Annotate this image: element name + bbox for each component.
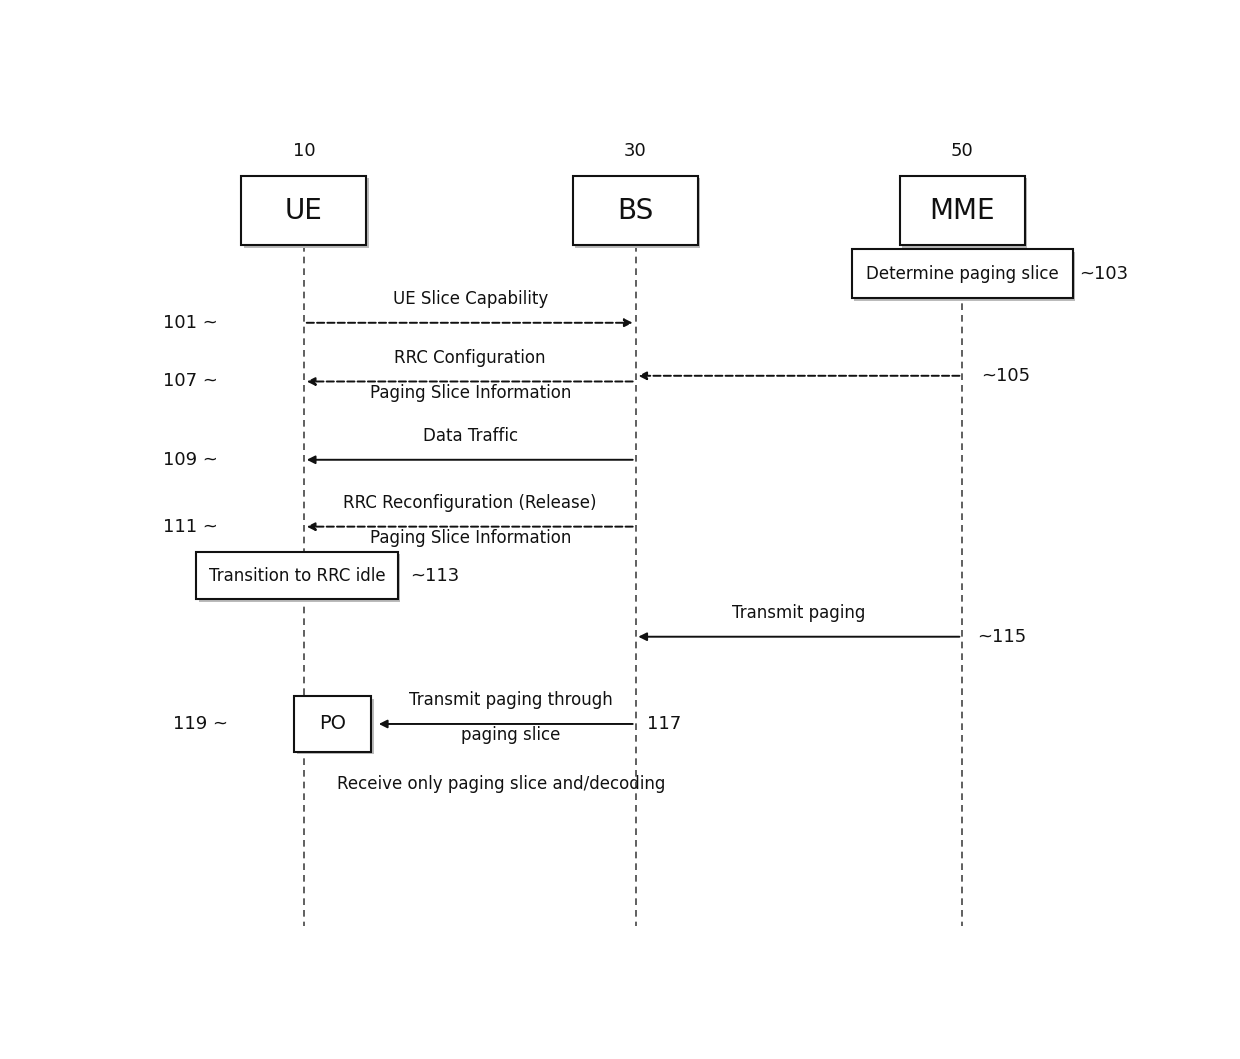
Text: 30: 30 <box>624 142 647 160</box>
Text: Data Traffic: Data Traffic <box>423 427 518 445</box>
Bar <box>854 252 1075 301</box>
Bar <box>900 176 1024 246</box>
Text: 119 ~: 119 ~ <box>174 715 228 733</box>
Text: 101 ~: 101 ~ <box>162 313 217 331</box>
Text: RRC Configuration: RRC Configuration <box>394 348 546 366</box>
Text: 111 ~: 111 ~ <box>162 518 217 536</box>
Text: RRC Reconfiguration (Release): RRC Reconfiguration (Release) <box>343 493 596 511</box>
Text: ~103: ~103 <box>1080 265 1128 283</box>
Bar <box>575 178 701 248</box>
Text: 117: 117 <box>647 715 681 733</box>
Text: UE: UE <box>285 197 322 225</box>
Text: Transmit paging: Transmit paging <box>732 604 866 622</box>
Text: 107 ~: 107 ~ <box>162 373 217 391</box>
Text: Transmit paging through: Transmit paging through <box>409 692 613 710</box>
Text: BS: BS <box>618 197 653 225</box>
Bar <box>242 176 367 246</box>
Bar <box>901 178 1027 248</box>
Text: paging slice: paging slice <box>461 726 560 744</box>
Text: Paging Slice Information: Paging Slice Information <box>370 530 570 548</box>
Text: ~115: ~115 <box>977 628 1025 646</box>
Text: PO: PO <box>319 715 346 734</box>
Text: Receive only paging slice and/decoding: Receive only paging slice and/decoding <box>337 774 665 792</box>
Text: Paging Slice Information: Paging Slice Information <box>370 384 570 402</box>
Text: 50: 50 <box>951 142 973 160</box>
Text: Transition to RRC idle: Transition to RRC idle <box>208 567 386 585</box>
Text: 109 ~: 109 ~ <box>162 451 217 469</box>
Bar <box>244 178 368 248</box>
Text: Determine paging slice: Determine paging slice <box>866 265 1059 283</box>
Text: UE Slice Capability: UE Slice Capability <box>393 290 548 308</box>
Text: MME: MME <box>930 197 994 225</box>
Bar <box>852 250 1073 299</box>
Bar <box>573 176 698 246</box>
Bar <box>198 554 401 602</box>
Text: ~113: ~113 <box>409 567 459 585</box>
Bar <box>294 696 371 752</box>
Text: ~105: ~105 <box>982 366 1030 384</box>
Bar <box>296 699 373 754</box>
Text: 10: 10 <box>293 142 315 160</box>
Bar <box>196 552 398 599</box>
